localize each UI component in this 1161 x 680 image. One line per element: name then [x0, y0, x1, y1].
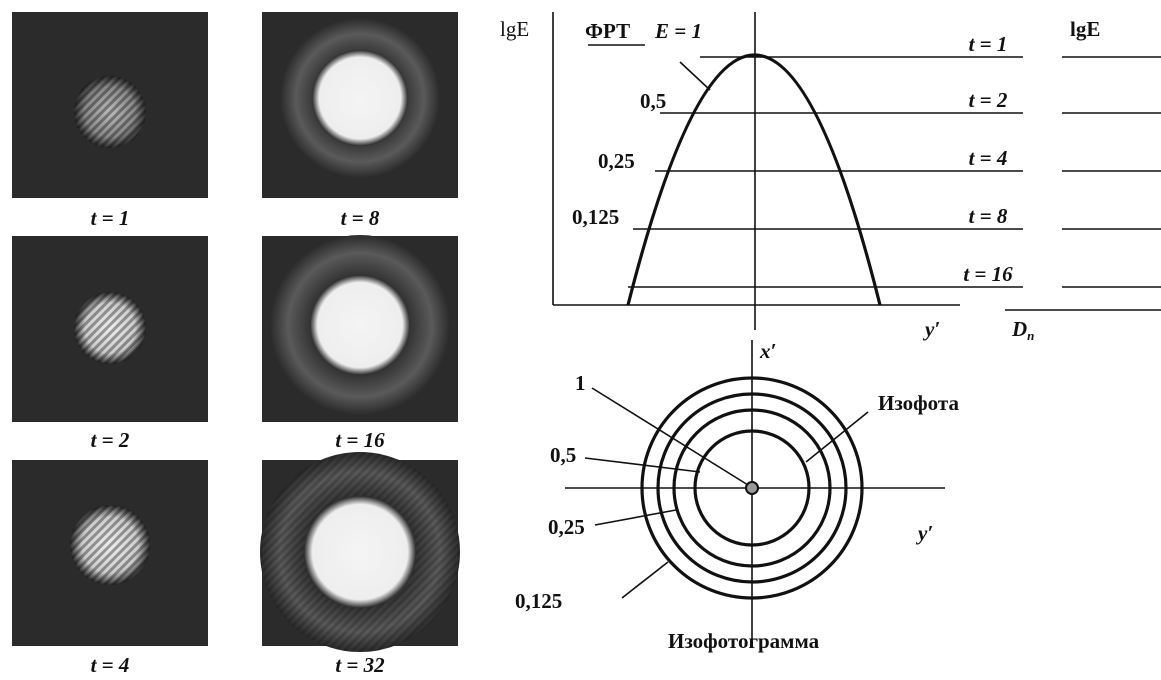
ring-label: 0,125	[515, 589, 562, 613]
time-label: t = 16	[963, 262, 1013, 286]
peak-label: E = 1	[654, 19, 702, 43]
time-label: t = 8	[969, 204, 1008, 228]
y-axis-label: y′	[915, 521, 933, 545]
spot	[310, 275, 410, 375]
psf-label: ФРТ	[585, 19, 630, 43]
ring-label: 1	[575, 371, 586, 395]
ring-label: 0,25	[548, 515, 585, 539]
x-axis-label: y′	[922, 317, 940, 341]
y-axis-label: lgE	[500, 17, 529, 41]
caption: t = 32	[335, 653, 385, 677]
level-label: 0,5	[640, 89, 666, 113]
caption: t = 2	[91, 428, 130, 452]
caption: t = 1	[91, 206, 130, 230]
level-label: 0,25	[598, 149, 635, 173]
caption: t = 4	[91, 653, 130, 677]
right-x-label: Dп	[1011, 317, 1034, 343]
ring-label: 0,5	[550, 443, 576, 467]
spot	[312, 50, 408, 146]
images: t = 1 t = 8 t = 2 t = 16 t = 4 t = 32	[12, 12, 460, 677]
isophotogram: x′ y′ 1 0,5 0,25 0,125 Изофота Изофотогр…	[515, 339, 959, 653]
spot	[304, 496, 416, 608]
profile: lgE ФРТ E = 1 0,5 0,25 0,125 t = 1 t = 2…	[500, 12, 1161, 343]
level-label: 0,125	[572, 205, 619, 229]
figure: t = 1 t = 8 t = 2 t = 16 t = 4 t = 32 lg…	[0, 0, 1161, 680]
x-axis-label: x′	[759, 339, 776, 363]
isophote-label: Изофота	[878, 391, 959, 415]
caption: t = 8	[341, 206, 380, 230]
time-label: t = 2	[969, 88, 1008, 112]
caption: t = 16	[335, 428, 385, 452]
right-axis-label: lgE	[1070, 17, 1100, 41]
isophotogram-title: Изофотограмма	[668, 629, 820, 653]
time-label: t = 1	[969, 32, 1008, 56]
time-label: t = 4	[969, 146, 1008, 170]
